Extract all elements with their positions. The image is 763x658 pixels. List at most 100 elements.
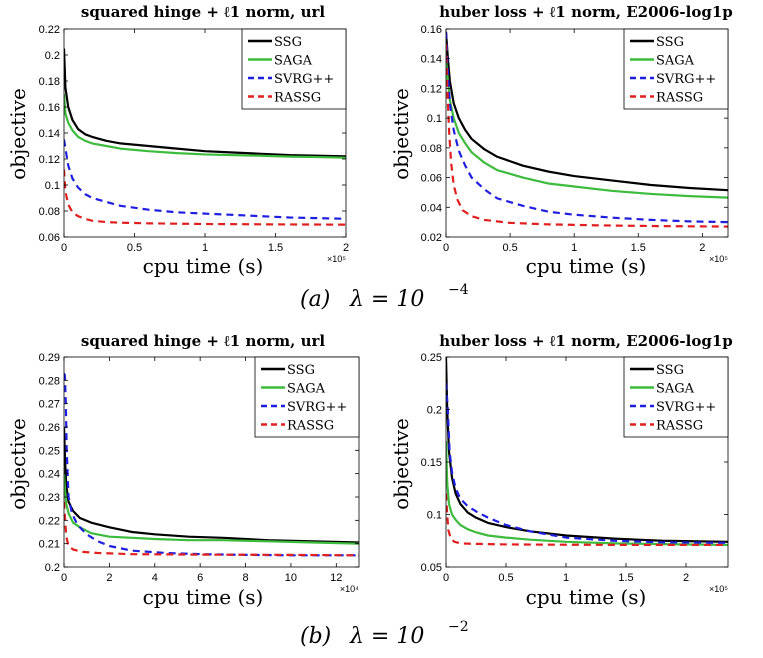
legend-label: SAGA (656, 54, 695, 69)
y-tick-label: 0.22 (39, 24, 60, 36)
series-line-rassg (64, 169, 346, 226)
panel-title: squared hinge + ℓ1 norm, url (81, 332, 325, 350)
chart-panel-bottom-right: 0.05 0.1 0.15 0.2 0.25 0 0.5 1 1.5 2 SSG SAGA SVRG++… (421, 352, 729, 584)
x-multiplier: ×10⁵ (327, 254, 346, 264)
legend-label: SAGA (287, 382, 326, 397)
y-tick-label: 0.2 (45, 562, 60, 574)
caption-a-exponent: −4 (448, 282, 469, 298)
x-axis-label: cpu time (s) (526, 585, 647, 609)
series-line-rassg (446, 43, 728, 228)
axes-frame (445, 28, 729, 238)
y-tick-label: 0.21 (39, 539, 60, 551)
x-axis-label: cpu time (s) (143, 254, 264, 278)
y-tick-label: 0.06 (39, 232, 60, 244)
panel-title: huber loss + ℓ1 norm, E2006-log1p (439, 332, 733, 350)
x-tick-label: 10 (285, 572, 297, 584)
legend: SSG SAGA SVRG++ RASSG (241, 28, 347, 110)
series-line-svrg (446, 383, 728, 544)
y-tick-label: 0.08 (39, 206, 60, 218)
caption-a-prefix: (a) (300, 287, 330, 312)
x-tick-label: 0.5 (127, 242, 142, 254)
y-axis-label: objective (389, 88, 413, 180)
series-line-saga (446, 440, 728, 547)
caption-a-lambda: λ = 10 (349, 287, 424, 312)
legend-label: SAGA (656, 382, 695, 397)
chart-panel-top-right: 0.02 0.04 0.06 0.08 0.1 0.12 0.14 0.16 0 0.5 1 1.5 2… (421, 24, 729, 254)
y-tick-label: 0.05 (421, 562, 442, 574)
legend-label: RASSG (656, 419, 703, 434)
legend-label: RASSG (656, 91, 703, 106)
x-multiplier: ×10⁴ (340, 584, 359, 594)
x-tick-label: 0 (61, 572, 67, 584)
legend: SSG SAGA SVRG++ RASSG (623, 356, 729, 438)
caption-a: (a) λ = 10 −4 (300, 282, 469, 312)
chart-panel-bottom-left: 0.2 0.21 0.22 0.23 0.24 0.25 0.26 0.27 0.28 0.29 0… (39, 352, 360, 584)
y-axis-label: objective (6, 418, 30, 510)
x-tick-label: 0 (443, 572, 449, 584)
y-tick-label: 0.04 (421, 202, 442, 214)
series-line-svrg (446, 31, 728, 224)
y-tick-label: 0.2 (427, 405, 442, 417)
x-tick-label: 2 (343, 242, 349, 254)
y-tick-label: 0.25 (421, 352, 442, 364)
y-axis-label: objective (389, 418, 413, 510)
y-tick-label: 0.1 (427, 113, 442, 125)
x-multiplier: ×10⁵ (709, 584, 728, 594)
y-tick-label: 0.12 (39, 154, 60, 166)
caption-b-lambda: λ = 10 (349, 624, 424, 649)
x-tick-label: 1.5 (631, 242, 646, 254)
legend-label: SSG (274, 35, 302, 50)
x-tick-label: 4 (152, 572, 158, 584)
y-tick-label: 0.06 (421, 173, 442, 185)
legend-label: SSG (287, 363, 315, 378)
chart-panel-top-left: 0.06 0.08 0.1 0.12 0.14 0.16 0.18 0.2 0.22 0 0.5 1 1… (39, 24, 349, 254)
series-group (446, 31, 728, 228)
panel-title: squared hinge + ℓ1 norm, url (81, 3, 325, 21)
y-axis-label: objective (6, 88, 30, 180)
y-tick-label: 0.14 (421, 54, 442, 66)
y-tick-label: 0.12 (421, 83, 442, 95)
legend: SSG SAGA SVRG++ RASSG (254, 356, 360, 438)
x-axis-label: cpu time (s) (526, 254, 647, 278)
y-tick-label: 0.14 (39, 128, 60, 140)
x-multiplier: ×10⁵ (709, 254, 728, 264)
y-tick-label: 0.16 (421, 24, 442, 36)
y-tick-label: 0.02 (421, 232, 442, 244)
legend-label: SVRG++ (274, 72, 334, 87)
x-tick-label: 0 (443, 242, 449, 254)
caption-b: (b) λ = 10 −2 (300, 619, 469, 649)
series-line-svrg (64, 139, 346, 220)
y-tick-label: 0.16 (39, 102, 60, 114)
legend-label: SVRG++ (656, 72, 716, 87)
panel-title: huber loss + ℓ1 norm, E2006-log1p (439, 3, 733, 21)
y-tick-label: 0.22 (39, 515, 60, 527)
y-tick-label: 0.18 (39, 76, 60, 88)
caption-b-prefix: (b) (300, 624, 331, 649)
x-tick-label: 0 (61, 242, 67, 254)
legend-label: SSG (656, 35, 684, 50)
legend-label: RASSG (274, 91, 321, 106)
y-tick-label: 0.27 (39, 399, 60, 411)
legend-label: RASSG (287, 419, 334, 434)
y-tick-label: 0.23 (39, 492, 60, 504)
y-tick-label: 0.08 (421, 143, 442, 155)
x-tick-label: 1.5 (618, 572, 633, 584)
series-line-rassg (64, 501, 359, 557)
legend-label: SSG (656, 363, 684, 378)
series-line-ssg (64, 48, 346, 158)
x-tick-label: 2 (106, 572, 112, 584)
y-tick-label: 0.1 (45, 180, 60, 192)
y-tick-label: 0.25 (39, 445, 60, 457)
series-line-ssg (64, 426, 359, 544)
x-tick-label: 0.5 (498, 572, 513, 584)
x-tick-label: 0.5 (502, 242, 517, 254)
x-tick-label: 1 (571, 242, 577, 254)
x-tick-label: 12 (330, 572, 342, 584)
series-line-saga (64, 473, 359, 545)
x-tick-label: 2 (683, 572, 689, 584)
x-tick-label: 8 (242, 572, 248, 584)
legend: SSG SAGA SVRG++ RASSG (623, 28, 729, 110)
caption-b-exponent: −2 (448, 619, 469, 635)
y-tick-label: 0.26 (39, 422, 60, 434)
